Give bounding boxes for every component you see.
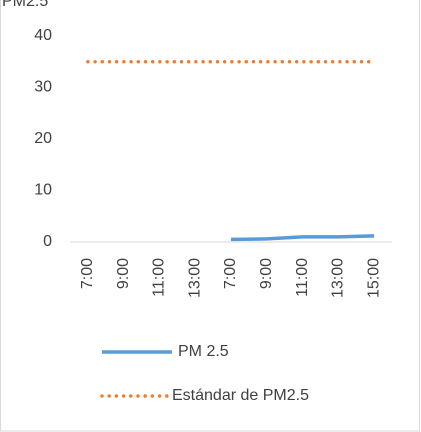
y-tick-label: 30 (34, 79, 52, 96)
x-tick-label: 13:00 (186, 258, 203, 298)
x-tick-label: 9:00 (258, 258, 275, 289)
x-tick-label: 9:00 (115, 258, 132, 289)
y-tick-label: 0 (43, 233, 52, 250)
y-tick-label: 40 (34, 27, 52, 44)
x-tick-label: 13:00 (330, 258, 347, 298)
x-tick-label: 7:00 (79, 258, 96, 289)
x-tick-label: 11:00 (151, 258, 168, 297)
series-line (230, 234, 375, 242)
chart-title: PM2.5 (2, 0, 48, 10)
x-tick-label: 15:00 (365, 258, 382, 298)
x-tick-label: 11:00 (294, 258, 311, 297)
legend-label: PM 2.5 (178, 343, 229, 360)
x-tick-label: 7:00 (222, 258, 239, 289)
y-tick-label: 10 (34, 182, 52, 199)
legend-label: Estándar de PM2.5 (172, 387, 309, 404)
y-tick-label: 20 (34, 130, 52, 147)
